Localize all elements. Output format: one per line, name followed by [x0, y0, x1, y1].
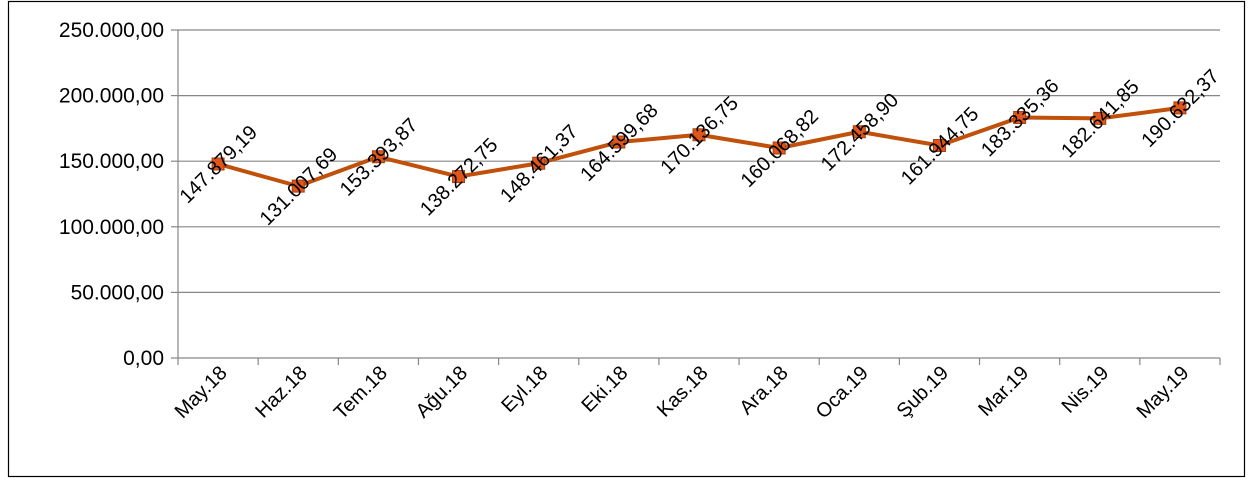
y-axis-ticks: 0,00 50.000,00 100.000,00 150.000,00 200.000…	[59, 19, 178, 370]
data-point-marker	[1093, 111, 1107, 125]
data-point-marker	[1013, 110, 1027, 124]
data-point-marker	[371, 150, 385, 164]
y-tick-label: 50.000,00	[71, 281, 164, 304]
data-point-marker	[1173, 101, 1187, 115]
data-point-marker	[692, 128, 706, 142]
y-tick-label: 100.000,00	[59, 216, 164, 239]
axes	[177, 30, 1220, 359]
series-group	[211, 101, 1187, 193]
data-point-marker	[612, 135, 626, 149]
data-point-marker	[291, 179, 305, 193]
data-point-marker	[532, 156, 546, 170]
y-tick-label: 250.000,00	[59, 19, 164, 42]
chart-border	[7, 0, 1246, 478]
y-tick-label: 0,00	[123, 347, 164, 370]
gridlines	[178, 29, 1220, 293]
y-tick-label: 150.000,00	[59, 150, 164, 173]
data-point-marker	[852, 125, 866, 139]
data-point-marker	[211, 157, 225, 171]
data-point-marker	[452, 170, 466, 184]
data-point-marker	[772, 141, 786, 155]
data-point-marker	[932, 139, 946, 153]
y-tick-label: 200.000,00	[59, 85, 164, 108]
